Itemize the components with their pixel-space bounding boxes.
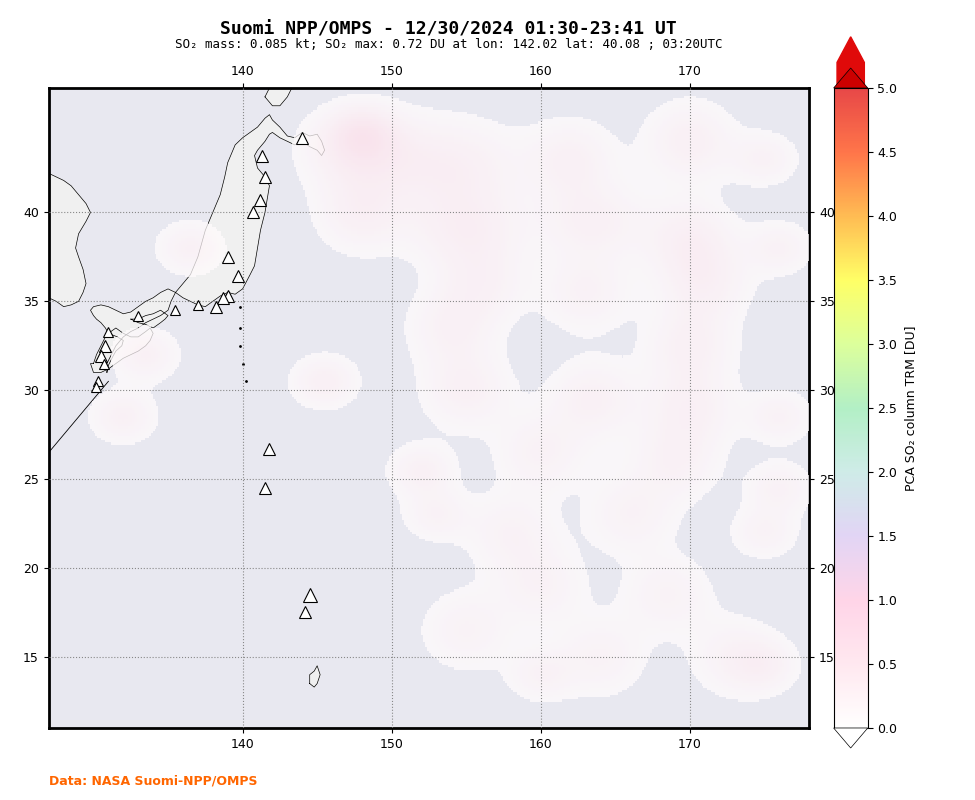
Text: Suomi NPP/OMPS - 12/30/2024 01:30-23:41 UT: Suomi NPP/OMPS - 12/30/2024 01:30-23:41 … xyxy=(220,20,677,38)
Text: SO₂ mass: 0.085 kt; SO₂ max: 0.72 DU at lon: 142.02 lat: 40.08 ; 03:20UTC: SO₂ mass: 0.085 kt; SO₂ max: 0.72 DU at … xyxy=(175,38,722,51)
Polygon shape xyxy=(310,666,320,687)
Polygon shape xyxy=(91,114,325,373)
FancyArrow shape xyxy=(837,728,864,779)
Polygon shape xyxy=(4,168,91,319)
FancyArrow shape xyxy=(837,37,864,88)
Y-axis label: PCA SO₂ column TRM [DU]: PCA SO₂ column TRM [DU] xyxy=(905,326,917,490)
Polygon shape xyxy=(265,74,292,106)
Polygon shape xyxy=(91,328,153,373)
Polygon shape xyxy=(131,310,168,328)
Text: Data: NASA Suomi-NPP/OMPS: Data: NASA Suomi-NPP/OMPS xyxy=(49,775,257,788)
